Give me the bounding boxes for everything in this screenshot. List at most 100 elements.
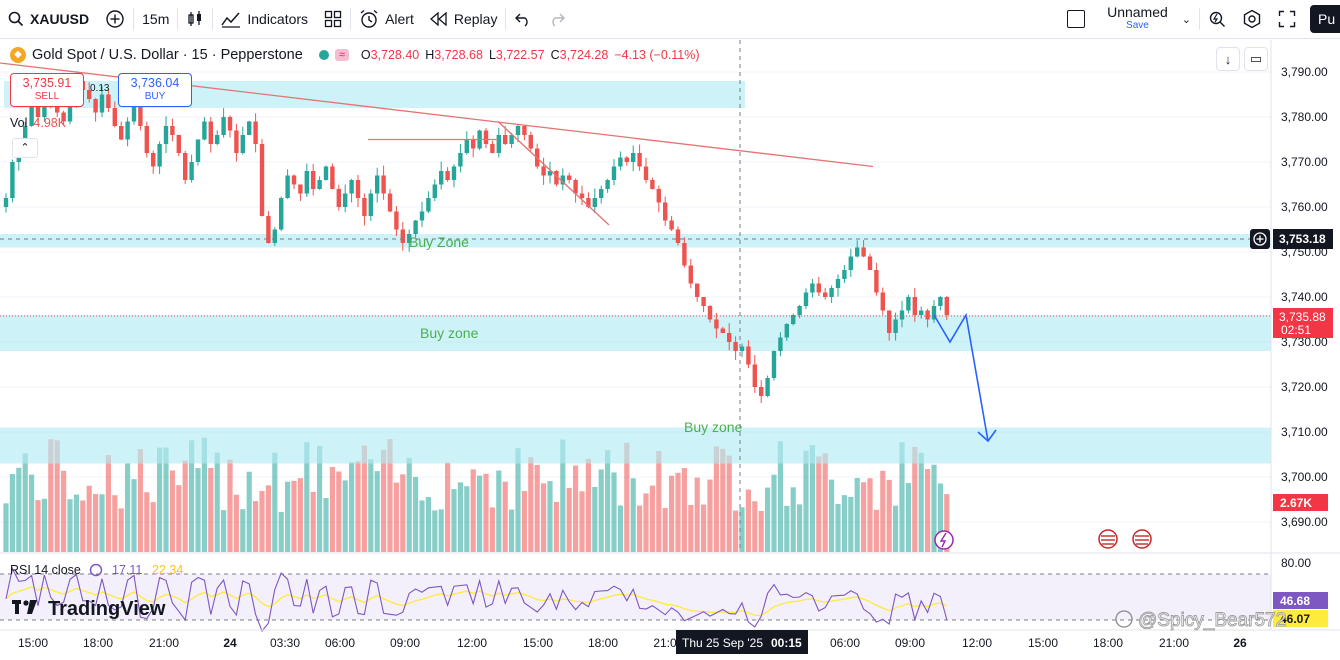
candle-body [541,166,546,176]
maximize-pane-button[interactable]: ▭ [1244,47,1268,71]
candle-body [323,166,329,180]
countdown: 02:51 [1281,323,1311,337]
candle-body [752,364,757,387]
chart-canvas[interactable]: Buy Zone Buy zone Buy zone 3,790.00 3,780… [0,40,1340,660]
layout-name-block: Unnamed Save [1107,5,1168,32]
volume-bar [425,496,431,552]
time-tick: 21:00 [1159,636,1189,650]
indicators-label: Indicators [247,11,309,27]
publish-button[interactable]: Pu [1310,5,1340,33]
quick-search-button[interactable] [1200,0,1234,38]
volume-bar [189,440,195,552]
volume-bar [150,502,156,552]
event-flags[interactable] [934,529,1152,550]
alert-button[interactable]: Alert [351,0,422,38]
candle-body [867,256,873,270]
undo-button[interactable] [506,0,540,38]
candle-body [253,121,258,144]
chevron-up-icon: ⌃ [20,142,30,154]
price-axis[interactable]: 3,790.003,780.003,770.003,760.003,750.00… [1281,65,1328,529]
candle-body [131,99,137,122]
refresh-icon[interactable] [89,563,103,577]
candle-body [458,153,463,167]
rewind-icon [429,12,447,26]
interval-button[interactable]: 15m [134,0,177,38]
buy-zone [0,234,1271,248]
alarm-clock-icon [360,9,378,28]
candle-body [3,198,9,207]
candle-body [483,130,489,144]
legend-title[interactable]: Gold Spot / U.S. Dollar · 15 · Peppersto… [32,47,303,63]
candle-body [279,198,284,230]
volume-bar [368,459,374,552]
indicators-button[interactable]: Indicators [213,0,316,38]
crosshair-price-label [1273,229,1333,249]
fullscreen-button[interactable] [1270,0,1304,38]
volume-bar [272,452,278,552]
volume-bar [656,450,662,552]
candle-body [99,94,105,113]
candle-body [23,126,28,144]
volume-bar [893,505,899,552]
candle-body [317,180,322,189]
buy-button[interactable]: 3,736.04 BUY [118,73,192,107]
layout-button[interactable]: Unnamed Save ⌄ [1059,0,1199,38]
last-price-label [1273,308,1333,338]
time-tick: 12:00 [457,636,487,650]
candle-body [400,229,405,243]
volume-bar [297,478,303,552]
rsi-badge-text: 46.68 [1280,594,1310,608]
candle-body [842,270,847,279]
candle-body [855,247,860,257]
volume-bar [374,471,380,552]
time-axis[interactable]: 15:00 18:00 21:00 24 03:30 06:00 09:00 12:00 15:… [18,636,1247,650]
chart-type-button[interactable] [178,0,212,38]
candle-body [432,184,437,198]
candle-body [349,180,354,194]
volume-bar [489,507,495,552]
symbol-search[interactable]: XAUUSD [0,0,97,38]
chevron-down-icon: ⌄ [1181,13,1191,26]
author-avatar-icon [1115,610,1133,628]
replay-button[interactable]: Replay [422,0,506,38]
chart-area[interactable]: Buy Zone Buy zone Buy zone 3,790.00 3,780… [0,40,1340,660]
candle-body [87,90,92,99]
candle-body [157,144,162,167]
candle-body [835,279,841,288]
add-circle-icon [106,10,124,28]
volume-bar [765,487,771,552]
volume-bar [579,491,585,552]
buy-zone-label-1: Buy Zone [409,234,469,250]
close-value: 3,724.28 [559,48,609,62]
sell-button[interactable]: 3,735.91 SELL [10,73,84,107]
candle-body [784,324,789,338]
volume-bar [240,509,246,552]
rsi-label: RSI 14 close [10,563,81,577]
volume-bar [752,501,758,552]
volume-bar [99,494,105,552]
volume-bar [265,485,271,552]
compare-button[interactable] [97,0,133,38]
change-value: −4.13 (−0.11%) [614,48,700,62]
volume-bar [387,439,393,552]
volume-bar [624,442,630,552]
redo-button[interactable] [540,0,574,38]
collapse-legend-button[interactable]: ⌃ [12,138,38,158]
time-tick: 15:00 [523,636,553,650]
volume-bar [598,469,604,552]
volume-bar [515,448,521,552]
candle-body [605,180,610,189]
candle-body [291,175,297,185]
volume-bar [745,489,751,552]
open-value: 3,728.40 [370,48,420,62]
templates-button[interactable] [316,0,350,38]
crosshair-price: 3,753.18 [1279,232,1326,246]
volume-bar [182,460,188,552]
buy-zone-label-3: Buy zone [684,419,743,435]
volume-value: 4.98K [33,116,67,130]
scroll-down-button[interactable]: ↓ [1216,47,1240,71]
tradingview-brand: TradingView [48,598,166,620]
candle-body [221,117,226,135]
volume-bar [873,509,879,552]
settings-button[interactable] [1234,0,1270,38]
